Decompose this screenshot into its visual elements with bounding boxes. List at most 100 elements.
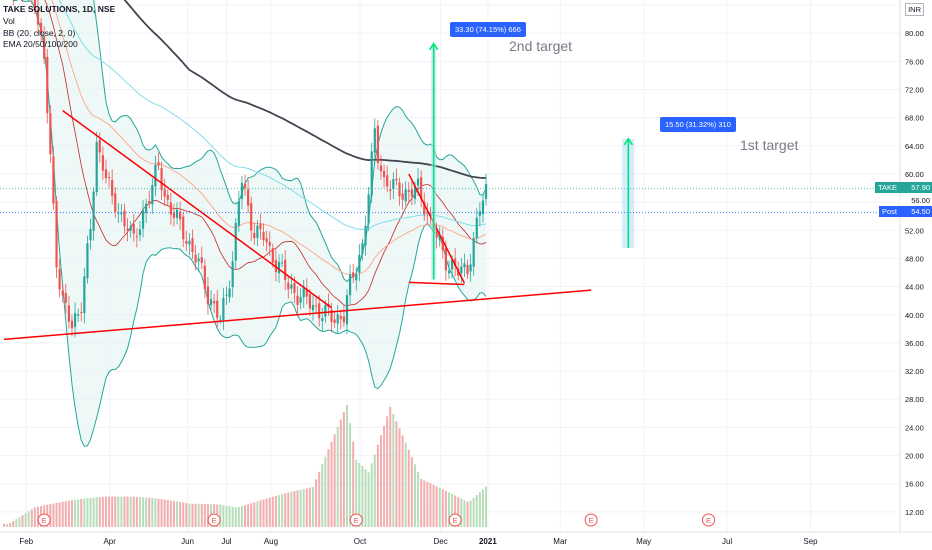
volume-bar [98, 497, 101, 527]
volume-legend[interactable]: Vol [3, 16, 15, 26]
candle-body [213, 300, 216, 304]
volume-bar [27, 511, 30, 527]
x-tick-label: 2021 [479, 537, 497, 546]
candle-body [83, 276, 86, 314]
volume-bar [166, 500, 169, 527]
volume-bar [451, 493, 454, 527]
volume-bar [148, 497, 151, 527]
candle-body [126, 228, 129, 231]
volume-bar [413, 464, 416, 527]
volume-bar [386, 416, 389, 527]
volume-bar [222, 505, 225, 527]
volume-bar [469, 500, 472, 527]
volume-bar [151, 498, 154, 527]
candle-body [107, 177, 111, 179]
volume-bar [89, 497, 92, 527]
candle-body [203, 265, 206, 289]
trendline-descending-main [62, 109, 332, 309]
candle-body [209, 299, 213, 305]
volume-bar [163, 499, 166, 527]
candle-body [138, 229, 142, 236]
candle-body [200, 257, 203, 263]
candle-body [231, 261, 234, 288]
candle-body [342, 316, 345, 323]
post-price-name-badge: Post [878, 206, 900, 217]
y-tick-label: 28.00 [905, 395, 924, 404]
volume-bar [228, 506, 231, 527]
candle-body [358, 254, 361, 273]
volume-bar [157, 498, 160, 527]
volume-bar [466, 501, 469, 527]
candle-body [58, 268, 61, 290]
candle-body [95, 142, 98, 192]
volume-bar [463, 500, 466, 527]
candle-body [166, 194, 169, 200]
volume-bar [324, 456, 327, 527]
price-level-dotted-lines [0, 188, 900, 214]
volume-bar [145, 497, 148, 527]
volume-bar [117, 496, 120, 527]
volume-bar [77, 499, 80, 527]
candle-body [98, 139, 101, 153]
candle-body [277, 261, 281, 274]
volume-bar [330, 441, 333, 527]
volume-bar [30, 509, 33, 527]
earnings-marker-label: E [706, 516, 711, 525]
volume-bar [420, 478, 423, 527]
candle-body [336, 314, 339, 324]
x-tick-label: Sep [803, 537, 818, 546]
candle-body [111, 179, 114, 196]
candle-body [345, 295, 349, 325]
candle-body [324, 304, 327, 317]
candle-body [386, 175, 389, 187]
volume-bar [138, 497, 141, 527]
volume-bar [197, 503, 200, 527]
candle-body [423, 201, 426, 215]
candle-body [145, 203, 148, 213]
volume-bar [339, 419, 342, 527]
ema-legend[interactable]: EMA 20/50/100/200 [3, 39, 78, 49]
y-tick-label: 64.00 [905, 142, 924, 151]
time-axis: Feb Apr Jun Jul Aug Oct Dec 2021 Mar May Jul Sep [0, 531, 932, 546]
volume-bar [244, 505, 247, 527]
volume-bar [475, 494, 478, 527]
candle-body [243, 183, 247, 189]
volume-bar [367, 472, 370, 527]
currency-badge[interactable]: INR [905, 3, 924, 16]
volume-bar [392, 413, 395, 527]
candle-body [253, 232, 256, 239]
candle-body [120, 213, 123, 215]
volume-bar [305, 488, 308, 527]
earnings-marker [349, 513, 363, 527]
candle-body [407, 190, 410, 192]
candle-body [219, 319, 222, 321]
candle-body [135, 236, 138, 238]
candle-body [160, 168, 163, 191]
candle-body [271, 248, 274, 263]
volume-bar [259, 500, 262, 527]
y-tick-label: 24.00 [905, 423, 924, 432]
candle-body [367, 194, 370, 224]
volume-bar [299, 489, 302, 527]
y-tick-label: 36.00 [905, 339, 924, 348]
candlesticks [12, 0, 488, 338]
candle-body [299, 297, 302, 303]
candle-body [163, 189, 166, 197]
candle-body [481, 200, 485, 215]
volume-bar [111, 496, 114, 527]
earnings-marker [37, 513, 51, 527]
candle-body [141, 210, 145, 229]
symbol-title[interactable]: TAKE SOLUTIONS, 1D, NSE [3, 4, 116, 14]
candle-body [321, 318, 324, 322]
volume-bar [302, 488, 305, 527]
candle-body [188, 240, 191, 245]
candle-body [330, 309, 333, 323]
earnings-marker [584, 513, 598, 527]
volume-bar [52, 503, 55, 527]
price-axis: 84.0080.0076.0072.0068.0064.0060.0056.00… [899, 0, 932, 550]
bollinger-legend[interactable]: BB (20, close, 2, 0) [3, 28, 76, 38]
volume-bar [478, 492, 481, 527]
candle-body [43, 36, 46, 59]
volume-bar [176, 501, 179, 527]
